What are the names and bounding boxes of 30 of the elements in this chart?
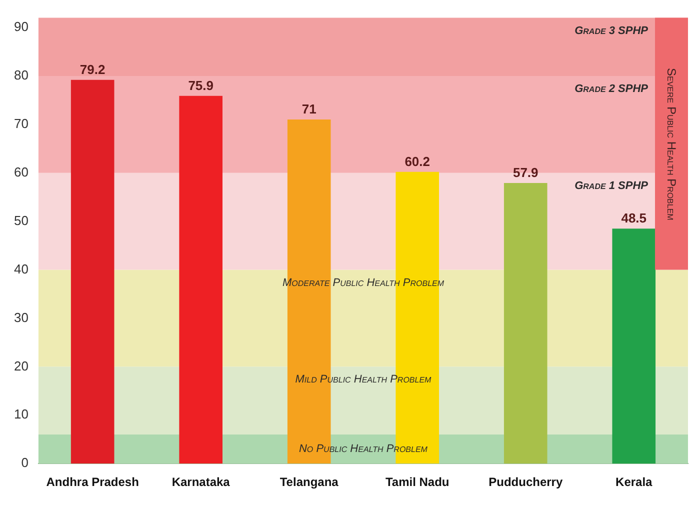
data-label: 48.5	[621, 210, 647, 226]
band-label: Grade 3 SPHP	[574, 24, 649, 37]
y-tick-label: 20	[14, 358, 28, 374]
y-tick-label: 90	[14, 19, 28, 34]
y-tick-label: 40	[14, 261, 28, 276]
data-label: 75.9	[188, 78, 214, 93]
bar	[504, 183, 548, 464]
band-label: Grade 1 SPHP	[574, 180, 649, 192]
y-tick-label: 30	[14, 310, 28, 325]
y-tick-label: 10	[14, 406, 28, 422]
bar	[612, 228, 656, 464]
y-tick-label: 50	[14, 212, 28, 228]
x-tick-label: Karnataka	[172, 475, 230, 490]
x-tick-label: Andhra Pradesh	[46, 475, 139, 490]
y-tick-label: 0	[21, 455, 28, 470]
band-label: Severe Public Health Problem	[664, 68, 678, 220]
band-label: Grade 2 SPHP	[574, 82, 649, 95]
x-tick-label: Pudducherry	[488, 475, 563, 490]
bar	[70, 80, 114, 464]
data-label: 71	[302, 102, 316, 117]
bar	[179, 96, 222, 464]
x-tick-label: Kerala	[616, 475, 653, 490]
y-tick-label: 80	[14, 68, 28, 83]
y-tick-label: 70	[14, 116, 28, 131]
data-label: 57.9	[512, 165, 538, 180]
x-tick-label: Telangana	[280, 475, 339, 490]
data-label: 60.2	[404, 154, 430, 169]
data-label: 79.2	[80, 62, 106, 77]
y-tick-label: 60	[14, 164, 28, 180]
x-tick-label: Tamil Nadu	[385, 475, 450, 490]
